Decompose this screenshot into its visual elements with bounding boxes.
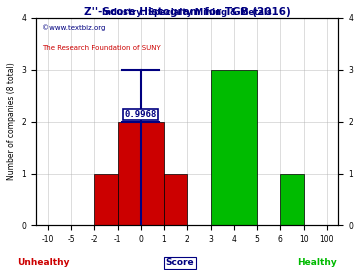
Text: 0.9968: 0.9968 [125,110,157,119]
Text: ©www.textbiz.org: ©www.textbiz.org [42,24,105,31]
Text: Industry: Specialty Mining & Metals: Industry: Specialty Mining & Metals [102,8,272,17]
Y-axis label: Number of companies (8 total): Number of companies (8 total) [7,63,16,180]
Text: Unhealthy: Unhealthy [17,258,69,267]
Bar [164,174,187,225]
Text: The Research Foundation of SUNY: The Research Foundation of SUNY [42,45,161,51]
Bar [94,174,117,225]
Title: Z''-Score Histogram for TGB (2016): Z''-Score Histogram for TGB (2016) [84,7,291,17]
Bar [117,122,164,225]
Bar [280,174,303,225]
Bar [211,70,257,225]
Text: Healthy: Healthy [297,258,337,267]
Text: Score: Score [166,258,194,267]
